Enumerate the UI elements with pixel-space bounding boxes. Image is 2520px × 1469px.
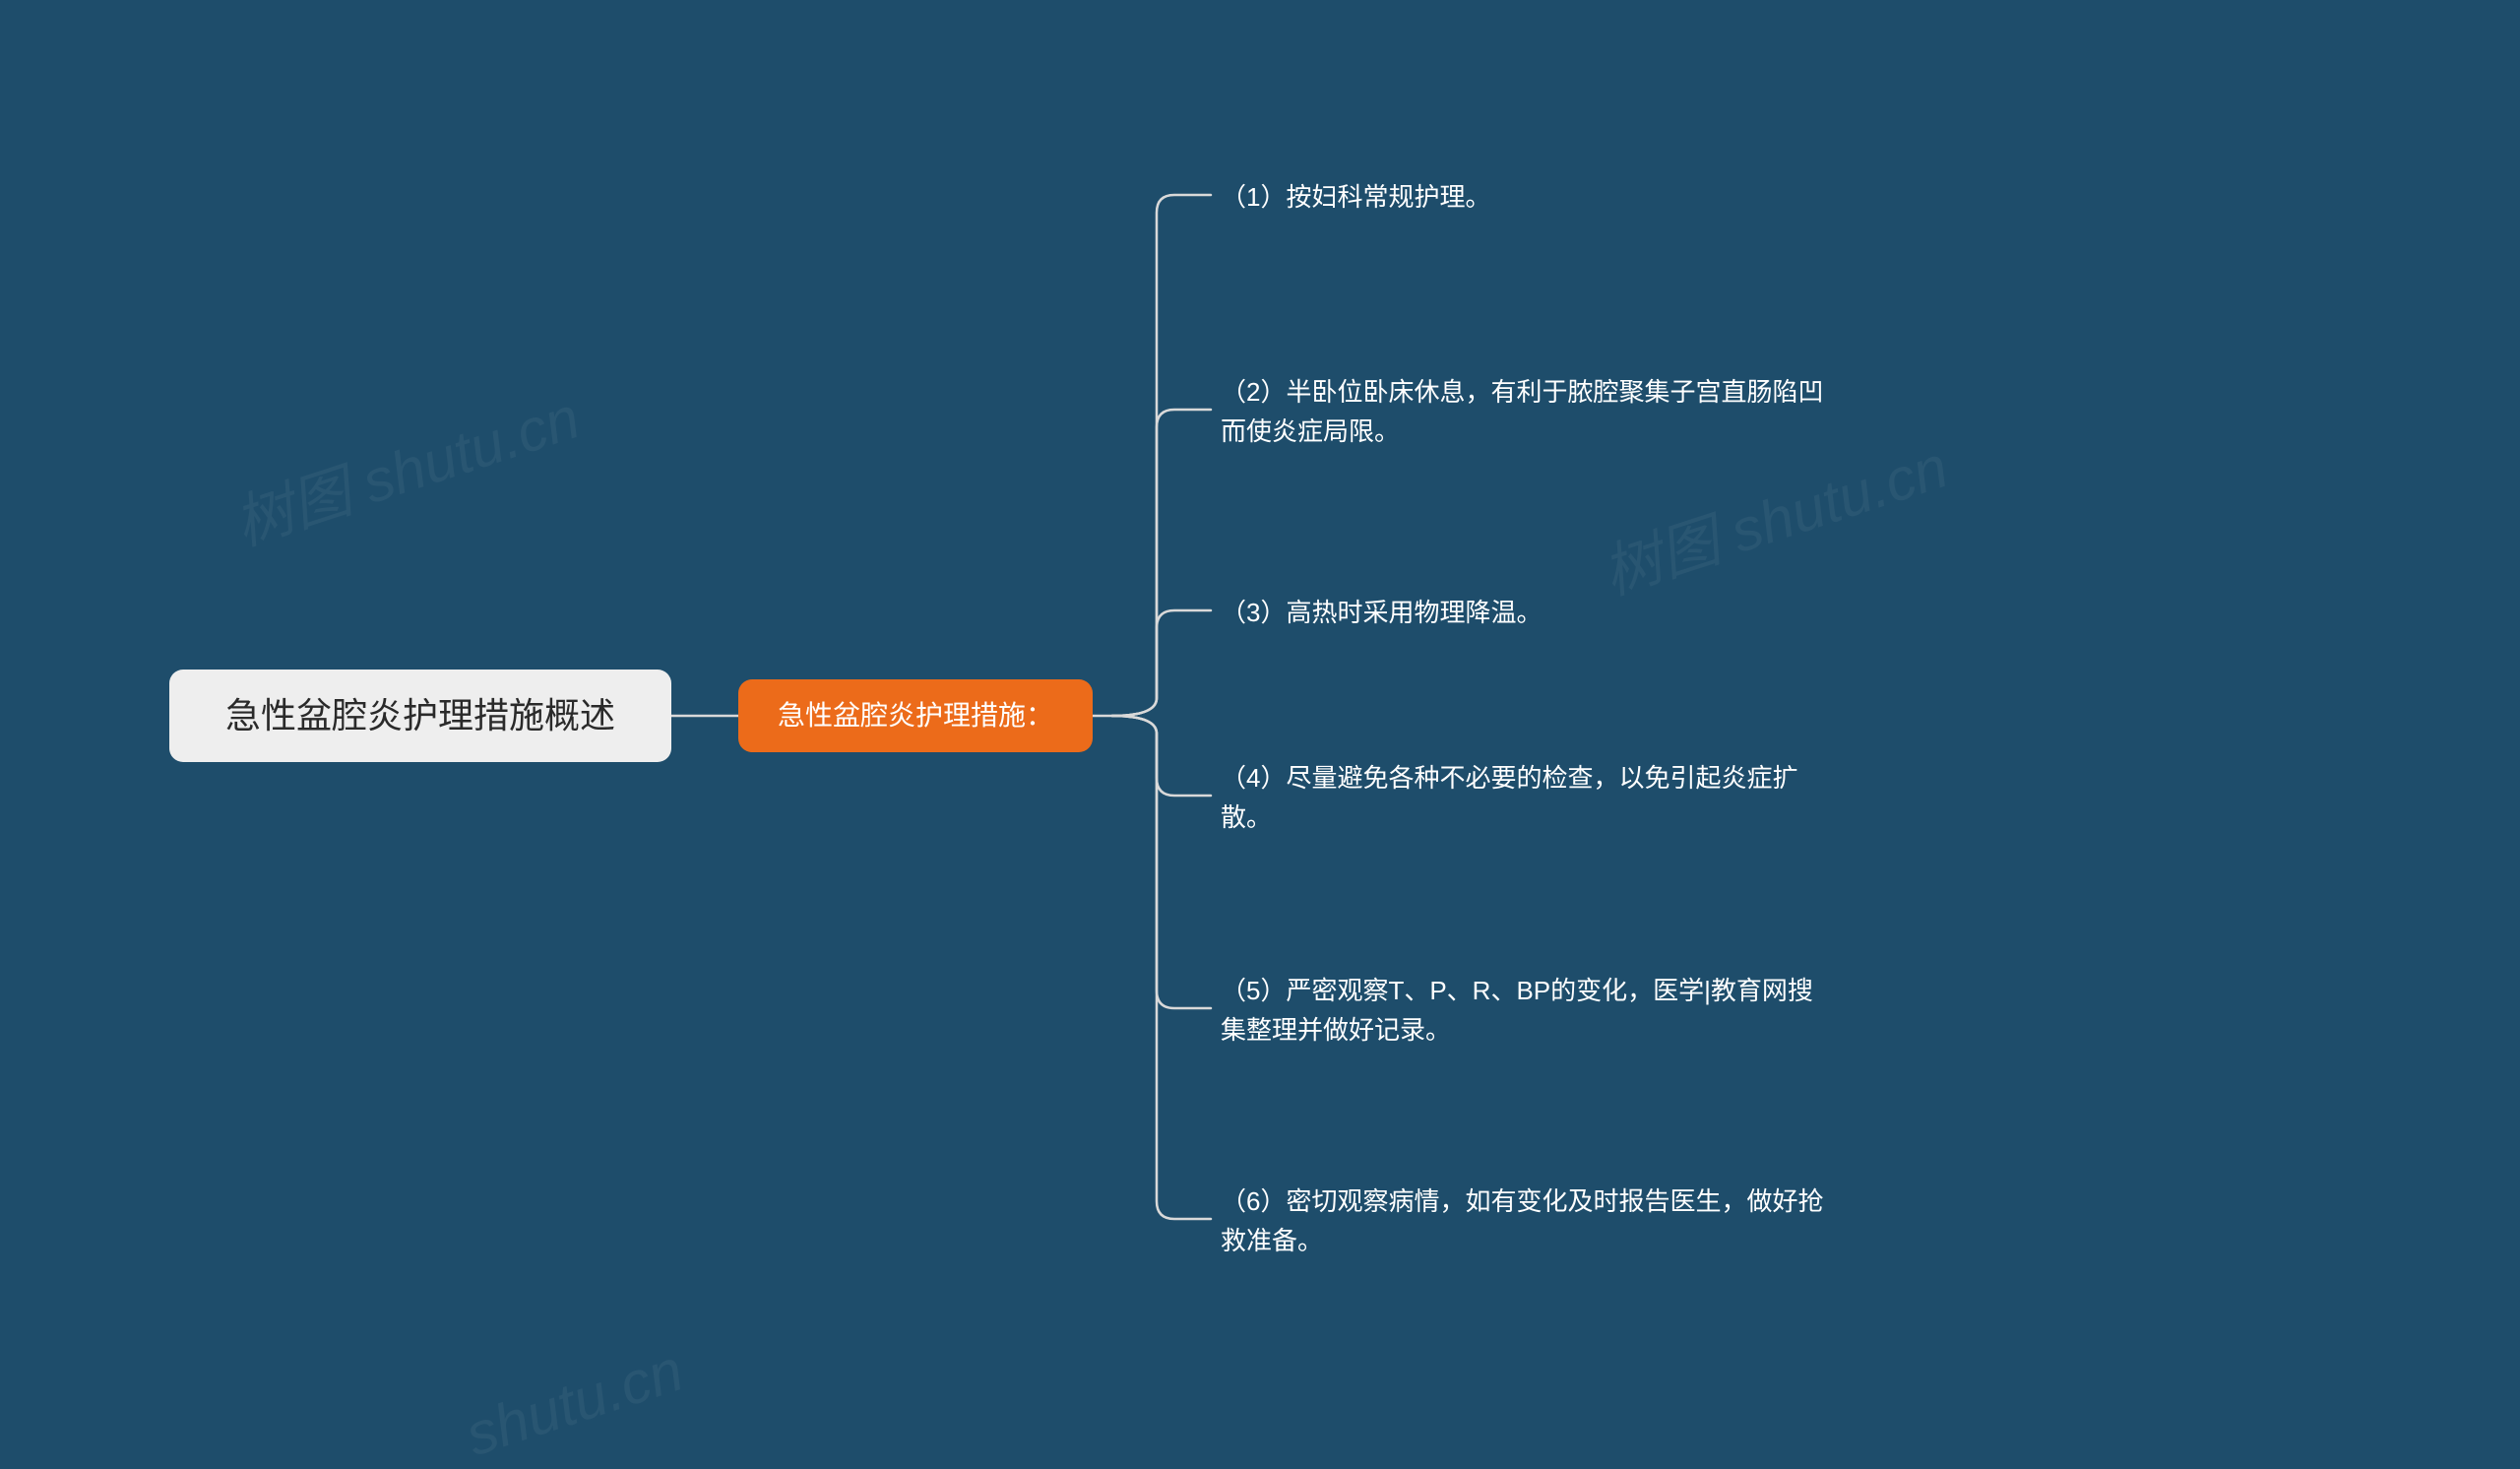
root-node[interactable]: 急性盆腔炎护理措施概述: [169, 670, 671, 762]
leaf-node[interactable]: （2）半卧位卧床休息，有利于脓腔聚集子宫直肠陷凹而使炎症局限。: [1221, 372, 1831, 452]
leaf-node[interactable]: （3）高热时采用物理降温。: [1221, 593, 1831, 632]
root-label: 急性盆腔炎护理措施概述: [225, 689, 615, 742]
mindmap-canvas: 树图 shutu.cn 树图 shutu.cn shutu.cn 急性盆腔炎护理…: [0, 0, 2520, 1414]
sub-node[interactable]: 急性盆腔炎护理措施：: [738, 679, 1093, 752]
leaf-node[interactable]: （4）尽量避免各种不必要的检查，以免引起炎症扩散。: [1221, 758, 1831, 838]
leaf-label: （2）半卧位卧床休息，有利于脓腔聚集子宫直肠陷凹而使炎症局限。: [1221, 372, 1831, 452]
leaf-label: （6）密切观察病情，如有变化及时报告医生，做好抢救准备。: [1221, 1182, 1831, 1261]
watermark: 树图 shutu.cn: [221, 370, 589, 562]
sub-label: 急性盆腔炎护理措施：: [778, 695, 1053, 736]
leaf-label: （5）严密观察T、P、R、BP的变化，医学|教育网搜集整理并做好记录。: [1221, 971, 1831, 1051]
leaf-label: （4）尽量避免各种不必要的检查，以免引起炎症扩散。: [1221, 758, 1831, 838]
leaf-node[interactable]: （1）按妇科常规护理。: [1221, 177, 1831, 217]
leaf-label: （3）高热时采用物理降温。: [1221, 593, 1542, 632]
leaf-node[interactable]: （5）严密观察T、P、R、BP的变化，医学|教育网搜集整理并做好记录。: [1221, 971, 1831, 1051]
leaf-label: （1）按妇科常规护理。: [1221, 177, 1490, 217]
leaf-node[interactable]: （6）密切观察病情，如有变化及时报告医生，做好抢救准备。: [1221, 1182, 1831, 1261]
watermark: shutu.cn: [458, 1336, 691, 1469]
